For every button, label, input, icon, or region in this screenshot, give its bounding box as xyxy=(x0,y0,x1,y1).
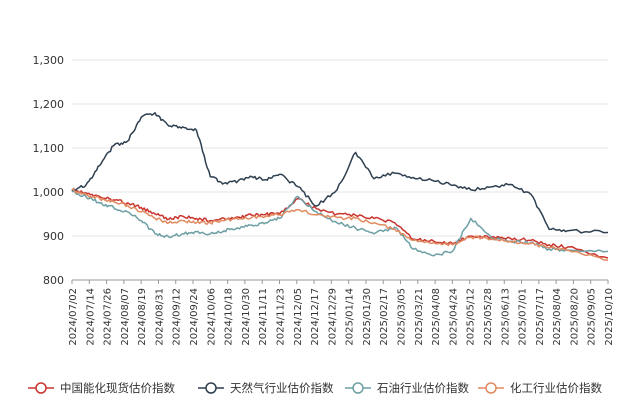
x-tick-label: 2025/06/13 xyxy=(500,288,511,346)
x-tick-label: 2025/04/24 xyxy=(448,288,459,346)
legend-label: 化工行业估价指数 xyxy=(510,381,602,395)
x-tick-label: 2025/01/30 xyxy=(362,288,373,346)
y-tick-label: 1,200 xyxy=(33,98,65,111)
x-tick-label: 2024/12/05 xyxy=(293,288,304,346)
series-lines xyxy=(71,112,609,261)
x-tick-label: 2024/10/18 xyxy=(224,288,235,346)
legend-swatch-marker xyxy=(35,382,47,394)
legend-swatch-marker xyxy=(485,382,497,394)
x-tick-label: 2025/10/10 xyxy=(604,288,615,346)
x-tick-label: 2025/08/04 xyxy=(552,288,563,346)
legend-swatch-marker xyxy=(205,382,217,394)
x-tick-label: 2025/03/21 xyxy=(414,288,425,346)
x-tick-label: 2025/04/08 xyxy=(431,288,442,346)
x-tick-label: 2024/09/12 xyxy=(172,288,183,346)
legend-label: 中国能化现货估价指数 xyxy=(60,381,175,395)
series-line xyxy=(71,188,609,261)
x-tick-label: 2024/12/17 xyxy=(310,288,321,346)
x-tick-label: 2025/09/05 xyxy=(587,288,598,346)
x-tick-label: 2024/11/11 xyxy=(258,288,269,346)
legend-label: 天然气行业估价指数 xyxy=(230,381,334,395)
x-tick-label: 2025/02/17 xyxy=(379,288,390,346)
x-tick-label: 2024/09/24 xyxy=(189,288,200,346)
series-line xyxy=(71,190,609,257)
legend-label: 石油行业估价指数 xyxy=(377,381,469,395)
y-tick-label: 1,100 xyxy=(33,142,65,155)
y-tick-label: 1,300 xyxy=(33,54,65,67)
x-tick-label: 2025/07/17 xyxy=(535,288,546,346)
x-tick-label: 2024/10/06 xyxy=(206,288,217,346)
x-tick-label: 2024/07/26 xyxy=(103,288,114,346)
x-tick-label: 2025/01/14 xyxy=(345,288,356,346)
series-line xyxy=(71,112,609,234)
x-tick-label: 2024/08/07 xyxy=(120,288,131,346)
legend: 中国能化现货估价指数 天然气行业估价指数 石油行业估价指数 化工行业估价指数 xyxy=(28,381,602,395)
x-tick-label: 2024/11/23 xyxy=(275,288,286,346)
x-tick-label: 2024/08/31 xyxy=(154,288,165,346)
y-tick-label: 1,000 xyxy=(33,186,65,199)
grid-lines xyxy=(72,59,608,281)
x-tick-label: 2025/05/12 xyxy=(466,288,477,346)
x-tick-label: 2025/08/20 xyxy=(569,288,580,346)
x-tick-label: 2024/07/02 xyxy=(68,288,79,346)
x-tick-label: 2025/05/28 xyxy=(483,288,494,346)
x-tick-label: 2024/12/29 xyxy=(327,288,338,346)
x-tick-label: 2024/10/30 xyxy=(241,288,252,346)
y-axis-ticks: 800 900 1,000 1,100 1,200 1,300 xyxy=(33,54,65,287)
x-tick-label: 2025/03/05 xyxy=(397,288,408,346)
x-tick-label: 2024/07/14 xyxy=(85,288,96,346)
x-tick-label: 2024/08/19 xyxy=(137,288,148,346)
x-tick-label: 2025/07/01 xyxy=(518,288,529,346)
legend-swatch-marker xyxy=(352,382,364,394)
y-tick-label: 800 xyxy=(43,274,64,287)
y-tick-label: 900 xyxy=(43,230,64,243)
x-axis: 2024/07/02 2024/07/14 2024/07/26 2024/08/07… xyxy=(68,280,615,346)
